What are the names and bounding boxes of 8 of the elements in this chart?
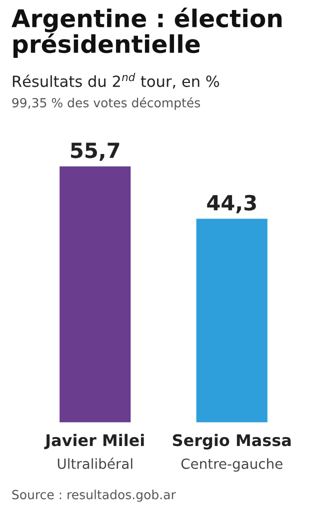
data-label: 55,7 xyxy=(71,142,120,161)
chart-subtitle: Résultats du 2$^{nd}$ tour, en % xyxy=(12,72,220,89)
source-note: Source : resultados.gob.ar xyxy=(12,490,176,502)
chart-title: Argentine : élection présidentielle xyxy=(12,8,282,58)
x-tick-label: Javier Milei Ultralibéral xyxy=(44,434,144,469)
data-label: 44,3 xyxy=(207,194,256,214)
text: 99,35 % des votes décomptés xyxy=(12,97,200,110)
x-tick-label: Sergio Massa Centre-gauche xyxy=(172,434,291,472)
